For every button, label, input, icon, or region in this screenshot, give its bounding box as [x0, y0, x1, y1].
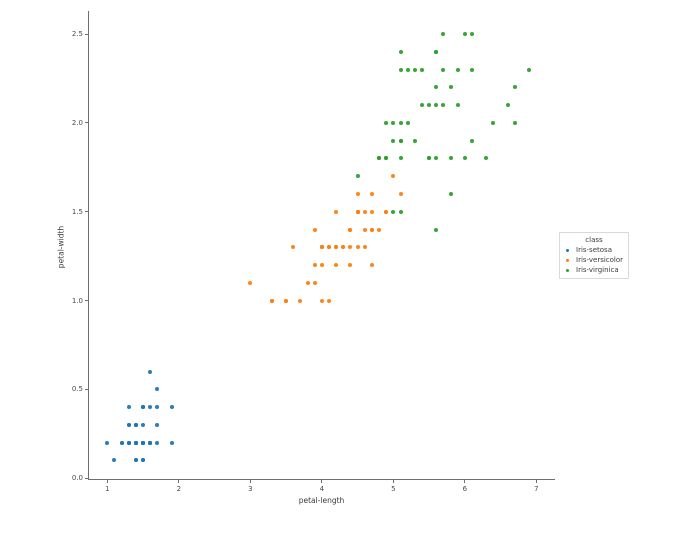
legend-items: Iris-setosa Iris-versicolor Iris-virginica	[560, 245, 628, 275]
x-tick-mark	[178, 480, 180, 483]
x-tick-label: 3	[248, 485, 253, 493]
x-tick-label: 4	[319, 485, 325, 493]
y-tick-label: 2.5	[71, 30, 83, 39]
y-tick-label: 0.0	[71, 474, 83, 483]
y-tick-label: 2.0	[71, 118, 83, 127]
x-tick-label: 2	[176, 485, 182, 493]
legend-marker-dot	[566, 248, 569, 252]
x-tick-mark	[106, 480, 108, 483]
y-tick-label: 1.5	[71, 207, 83, 216]
legend-title: class	[585, 236, 603, 244]
x-tick-label: 6	[462, 485, 468, 493]
legend-entry-label: Iris-versicolor	[576, 256, 624, 264]
x-axis-label: petal-length	[298, 496, 345, 505]
y-tick-label: 1.0	[71, 296, 83, 305]
x-tick-label: 5	[391, 485, 396, 493]
legend-item: Iris-setosa	[560, 245, 628, 255]
legend: class Iris-setosa Iris-versicolor Iris-vir…	[559, 232, 629, 279]
legend-marker-dot	[566, 268, 569, 272]
x-tick-mark	[535, 480, 537, 483]
legend-marker-dot	[566, 258, 569, 262]
legend-entry-label: Iris-virginica	[576, 266, 619, 274]
y-axis-label: petal-width	[56, 225, 66, 269]
legend-item: Iris-versicolor	[560, 255, 628, 265]
x-tick-mark	[321, 480, 323, 483]
legend-entry-label: Iris-setosa	[576, 246, 612, 254]
x-tick-mark	[249, 480, 251, 483]
plot-area	[88, 11, 555, 480]
y-tick-label: 0.5	[71, 385, 83, 394]
x-tick-label: 1	[105, 485, 110, 493]
x-tick-mark	[464, 480, 466, 483]
legend-item: Iris-virginica	[560, 265, 628, 275]
x-tick-label: 7	[534, 485, 539, 493]
x-tick-mark	[392, 480, 394, 483]
